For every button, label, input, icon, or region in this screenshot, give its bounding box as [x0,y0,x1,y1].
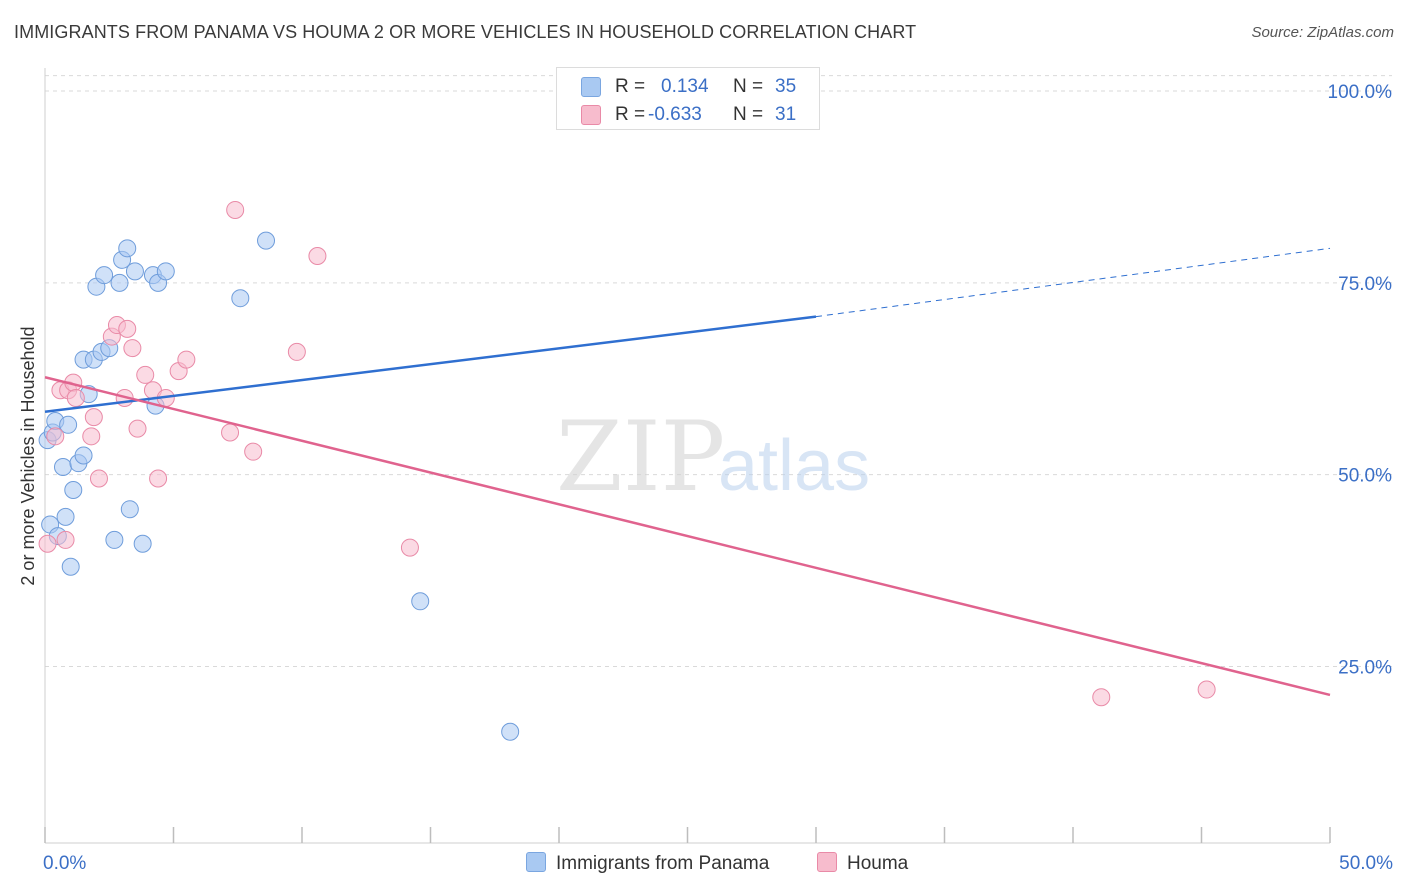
point-houma [123,339,142,358]
point-houma [118,319,137,338]
y-tick-label: 100.0% [1328,82,1393,103]
x-tick-label: 50.0% [1339,853,1393,874]
trend-lines [44,247,1331,697]
r-label: R = [615,104,646,125]
bottom-legend-houma: Houma [817,852,908,875]
point-houma [56,530,75,549]
point-panama [501,722,520,741]
point-panama [110,273,129,292]
point-panama [120,500,139,519]
n-label: N = [733,104,764,125]
watermark: ZIP atlas [556,401,870,513]
axes [44,68,1331,844]
point-houma [149,469,168,488]
point-houma [128,419,147,438]
chart-source: Source: ZipAtlas.com [1251,24,1394,41]
chart-title: IMMIGRANTS FROM PANAMA VS HOUMA 2 OR MOR… [14,22,917,42]
tick-labels: 25.0% 50.0% 75.0% 100.0% 0.0% 50.0% [43,82,1393,874]
watermark-zip: ZIP [556,401,725,513]
y-tick-label: 75.0% [1338,274,1392,295]
trend-line-panama [44,315,817,414]
trend-line-panama-extension [815,247,1331,318]
point-panama [61,557,80,576]
point-panama [156,262,175,281]
r-label: R = [615,76,646,97]
gridlines [45,75,1392,668]
watermark-atlas: atlas [718,426,870,506]
legend-swatch-houma [581,105,601,125]
legend-label-panama: Immigrants from Panama [556,853,770,874]
y-tick-label: 50.0% [1338,466,1392,487]
legend-swatch-panama [526,852,546,872]
r-value: -0.633 [648,104,702,125]
point-panama [125,262,144,281]
n-value: 35 [775,76,797,97]
point-houma [400,538,419,557]
bottom-legend-panama: Immigrants from Panama [526,852,769,875]
stats-legend: R = 0.134 N = 35 R = -0.633 N = 31 [556,67,820,130]
legend-row-houma: R = -0.633 N = 31 [557,101,819,129]
point-houma [82,427,101,446]
point-panama [95,266,114,285]
y-tick-label: 25.0% [1338,658,1392,679]
x-tick-label: 0.0% [43,853,86,874]
point-houma [287,342,306,361]
point-houma [1092,688,1111,707]
point-panama [411,592,430,611]
data-points [38,82,1216,741]
point-panama [59,415,78,434]
point-houma [38,534,57,553]
point-houma [89,469,108,488]
legend-row-panama: R = 0.134 N = 35 [557,73,819,101]
point-houma [308,246,327,265]
point-panama [64,481,83,500]
point-houma [1197,680,1216,699]
point-panama [53,458,72,477]
point-houma [177,350,196,369]
point-panama [74,446,93,465]
legend-swatch-panama [581,77,601,97]
point-panama [118,239,137,258]
point-houma [46,427,65,446]
point-houma [244,442,263,461]
point-houma [84,408,103,427]
point-houma [226,200,245,219]
point-houma [66,388,85,407]
legend-swatch-houma [817,852,837,872]
y-axis-label: 2 or more Vehicles in Household [18,326,38,585]
point-houma [221,423,240,442]
trend-line-houma [44,376,1331,697]
r-value: 0.134 [661,76,709,97]
legend-label-houma: Houma [847,853,909,874]
point-panama [257,231,276,250]
n-label: N = [733,76,764,97]
point-panama [133,534,152,553]
point-panama [231,289,250,308]
n-value: 31 [775,104,797,125]
point-panama [56,507,75,526]
point-panama [105,530,124,549]
point-houma [136,365,155,384]
